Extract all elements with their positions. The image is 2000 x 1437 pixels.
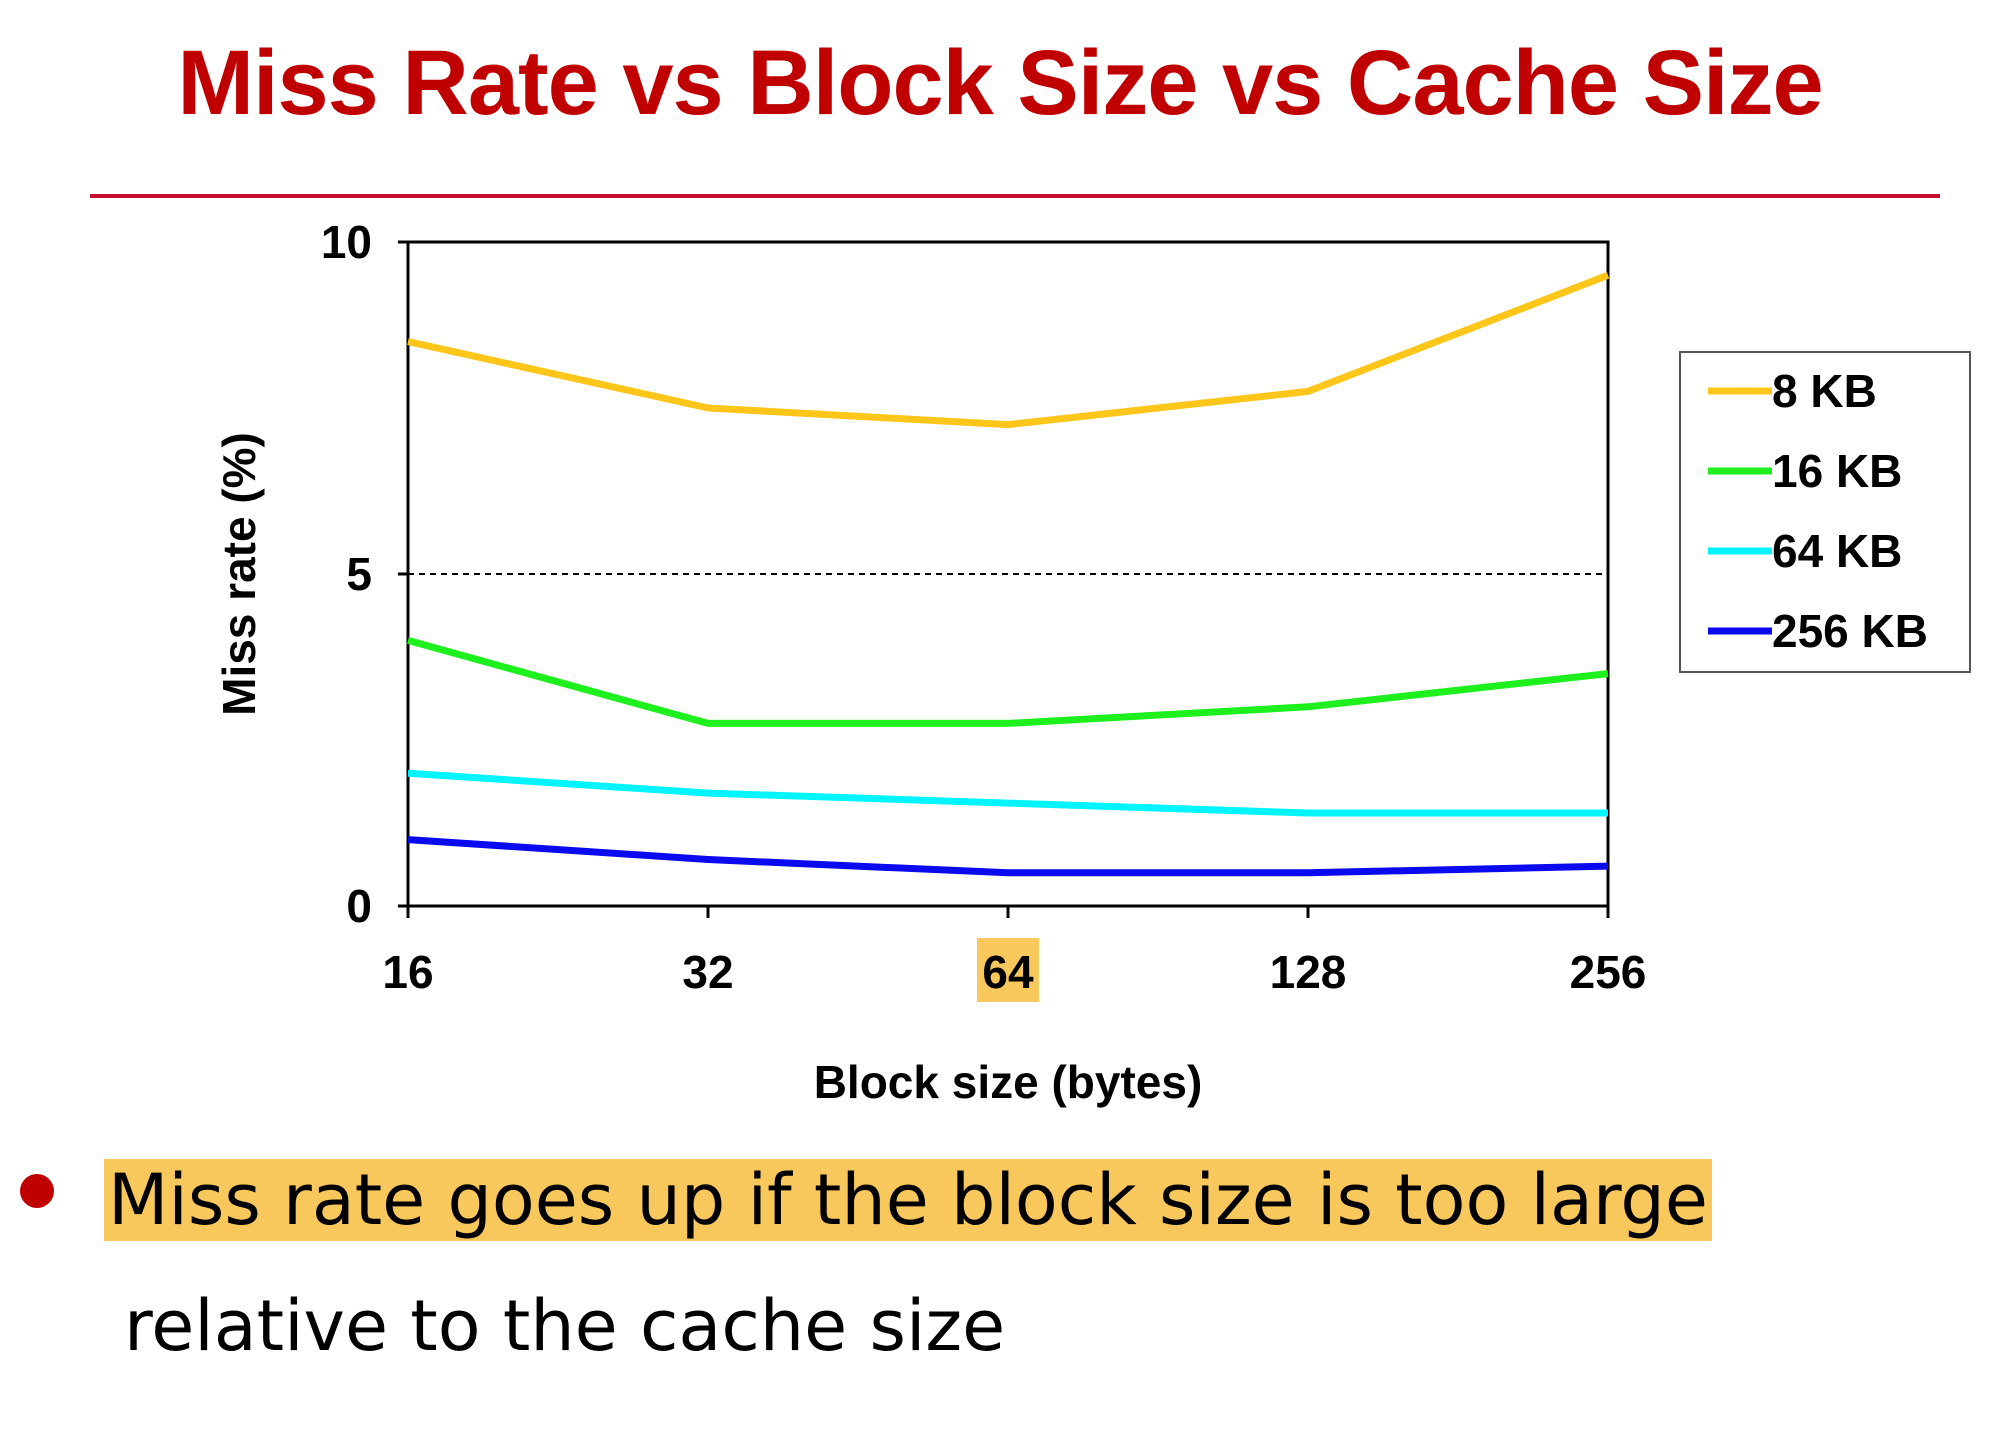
series-line-16-kb <box>407 637 1609 727</box>
x-tick-label: 64 <box>982 946 1034 998</box>
x-tick-label: 128 <box>1270 946 1347 998</box>
x-tick-label: 32 <box>682 946 733 998</box>
x-tick-label: 256 <box>1570 946 1647 998</box>
legend-label: 8 KB <box>1772 365 1877 417</box>
legend-label: 16 KB <box>1772 445 1902 497</box>
series-line-8-kb <box>407 271 1610 429</box>
y-tick-label: 5 <box>346 548 372 600</box>
slide-title: Miss Rate vs Block Size vs Cache Size <box>177 32 1823 134</box>
bullet-highlighted-text: Miss rate goes up if the block size is t… <box>104 1159 1712 1241</box>
bullet-text-continued: relative to the cache size <box>124 1285 1006 1367</box>
x-axis-title: Block size (bytes) <box>814 1056 1203 1108</box>
x-tick-highlight <box>977 938 1039 1002</box>
legend-label: 64 KB <box>1772 525 1902 577</box>
y-tick-label: 0 <box>346 880 372 932</box>
line-chart: 0 5 10 16 32 64 128 256 Block size (bytes) Miss r… <box>213 216 1971 1108</box>
legend-box <box>1679 351 1971 673</box>
series-layer <box>407 271 1610 877</box>
series-line-256-kb <box>407 836 1609 877</box>
y-tick-label: 10 <box>321 216 372 268</box>
legend-label: 256 KB <box>1772 605 1928 657</box>
bullet-dot-icon <box>20 1174 54 1208</box>
series-line-64-kb <box>407 769 1608 817</box>
legend: 8 KB 16 KB 64 KB 256 KB <box>1679 351 1971 673</box>
title-divider <box>90 194 1940 198</box>
x-tick-label: 16 <box>382 946 433 998</box>
y-axis-title: Miss rate (%) <box>213 432 265 716</box>
axis-layer: 0 5 10 16 32 64 128 256 Block size (bytes) Miss r… <box>213 216 1646 1108</box>
